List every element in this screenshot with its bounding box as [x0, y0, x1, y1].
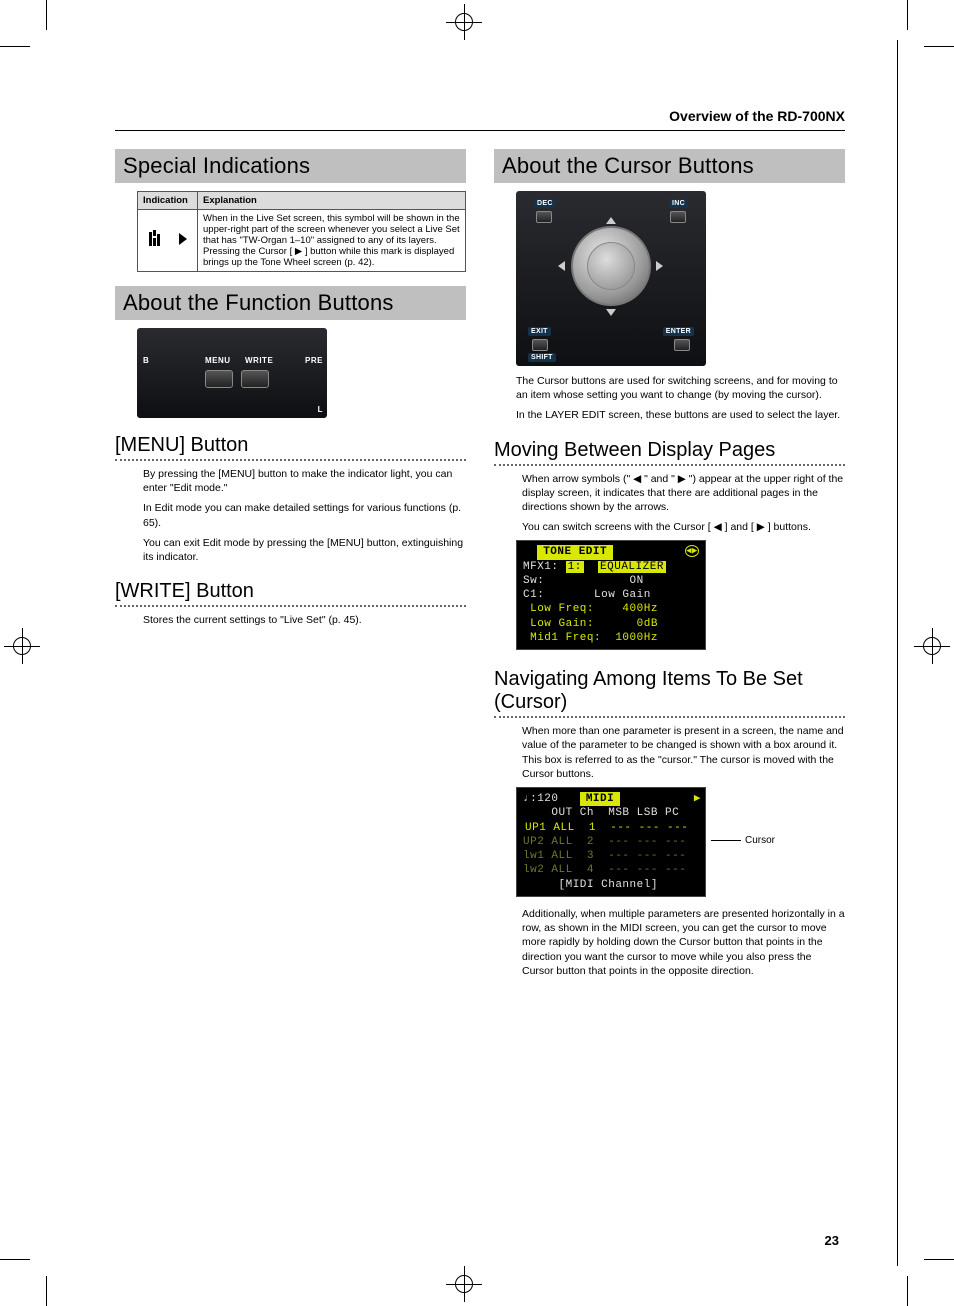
registration-mark — [10, 634, 34, 658]
menu-p3: You can exit Edit mode by pressing the [… — [143, 536, 466, 564]
columns: Special Indications Indication Explanati… — [115, 149, 845, 984]
hw-label-inc: INC — [669, 199, 688, 208]
hw-label-dec: DEC — [534, 199, 556, 208]
hw-menu-button — [205, 370, 233, 388]
crop-mark — [46, 1276, 47, 1306]
hw-label-write: WRITE — [245, 356, 273, 365]
cursor-down-icon — [606, 309, 616, 316]
hw-label-pre: PRE — [305, 356, 323, 365]
write-button-body: Stores the current settings to "Live Set… — [143, 613, 466, 627]
cursor-right-icon — [656, 261, 663, 271]
table-header-explanation: Explanation — [198, 192, 466, 210]
heading-write-button: [WRITE] Button — [115, 580, 466, 607]
nav-body-1: When more than one parameter is present … — [522, 724, 845, 781]
hardware-menu-write-image: B MENU WRITE PRE L — [137, 328, 327, 418]
page: Overview of the RD-700NX Special Indicat… — [0, 0, 954, 1306]
right-column: About the Cursor Buttons DEC INC EXIT EN… — [494, 149, 845, 984]
hw-label-l: L — [318, 405, 323, 414]
cursor-p2: In the LAYER EDIT screen, these buttons … — [516, 408, 845, 422]
cursor-body: The Cursor buttons are used for switchin… — [516, 374, 845, 423]
lcd-page-icon: ◀▶ — [685, 545, 699, 557]
menu-p1: By pressing the [MENU] button to make th… — [143, 467, 466, 495]
menu-p2: In Edit mode you can make detailed setti… — [143, 501, 466, 529]
hw-write-button — [241, 370, 269, 388]
hw-label-b: B — [143, 356, 149, 365]
cursor-up-icon — [606, 217, 616, 224]
organ-icon-cell — [138, 210, 198, 272]
cursor-p1: The Cursor buttons are used for switchin… — [516, 374, 845, 402]
table-cell-explanation: When in the Live Set screen, this symbol… — [198, 210, 466, 272]
lcd-midi-wrap: ♩:120 MIDI▶ OUT Ch MSB LSB PC UP1 ALL 1 … — [516, 787, 845, 897]
lcd-right-arrow-icon: ▶ — [694, 792, 701, 806]
crop-mark — [46, 0, 47, 30]
content-area: Overview of the RD-700NX Special Indicat… — [115, 108, 845, 984]
registration-mark — [452, 10, 476, 34]
hw-dec-button — [536, 211, 552, 223]
moving-p2: You can switch screens with the Cursor [… — [522, 520, 845, 534]
menu-button-body: By pressing the [MENU] button to make th… — [143, 467, 466, 564]
nav-p1: When more than one parameter is present … — [522, 724, 845, 781]
heading-cursor-buttons: About the Cursor Buttons — [494, 149, 845, 183]
registration-mark — [452, 1272, 476, 1296]
crop-mark — [907, 1276, 908, 1306]
crop-mark — [0, 46, 30, 47]
table-header-indication: Indication — [138, 192, 198, 210]
hw-label-menu: MENU — [205, 356, 231, 365]
heading-navigating-cursor: Navigating Among Items To Be Set (Cursor… — [494, 668, 845, 718]
write-p1: Stores the current settings to "Live Set… — [143, 613, 466, 627]
registration-mark — [920, 634, 944, 658]
hw-label-exit: EXIT — [528, 327, 551, 336]
hw-inc-button — [670, 211, 686, 223]
nav-p2: Additionally, when multiple parameters a… — [522, 907, 845, 978]
hw-label-shift: SHIFT — [528, 353, 556, 362]
indications-table: Indication Explanation When in the Live … — [137, 191, 466, 272]
nav-body-2: Additionally, when multiple parameters a… — [522, 907, 845, 978]
heading-moving-pages: Moving Between Display Pages — [494, 439, 845, 466]
cursor-left-icon — [558, 261, 565, 271]
tonewheel-organ-icon — [149, 230, 187, 248]
heading-special-indications: Special Indications — [115, 149, 466, 183]
page-number: 23 — [825, 1233, 839, 1248]
moving-body: When arrow symbols (" ◀ " and " ▶ ") app… — [522, 472, 845, 535]
lcd-tone-edit: xxTONE EDIT◀▶ MFX1: 1: EQUALIZER Sw: ON … — [516, 540, 706, 650]
callout-line — [711, 840, 741, 841]
cursor-callout-label: Cursor — [745, 835, 775, 846]
heading-function-buttons: About the Function Buttons — [115, 286, 466, 320]
hw-label-enter: ENTER — [663, 327, 694, 336]
moving-p1: When arrow symbols (" ◀ " and " ▶ ") app… — [522, 472, 845, 515]
cursor-callout: Cursor — [711, 835, 775, 846]
left-column: Special Indications Indication Explanati… — [115, 149, 466, 984]
lcd-midi: ♩:120 MIDI▶ OUT Ch MSB LSB PC UP1 ALL 1 … — [516, 787, 706, 897]
lcd-title: TONE EDIT — [537, 545, 613, 559]
hardware-cursor-image: DEC INC EXIT ENTER SHIFT — [516, 191, 706, 366]
crop-mark — [0, 1259, 30, 1260]
hw-exit-button — [532, 339, 548, 351]
crop-mark — [924, 46, 954, 47]
heading-menu-button: [MENU] Button — [115, 434, 466, 461]
hw-dial — [571, 226, 651, 306]
running-head: Overview of the RD-700NX — [115, 108, 845, 131]
crop-mark — [907, 0, 908, 30]
trim-line — [897, 40, 898, 1266]
crop-mark — [924, 1259, 954, 1260]
hw-enter-button — [674, 339, 690, 351]
